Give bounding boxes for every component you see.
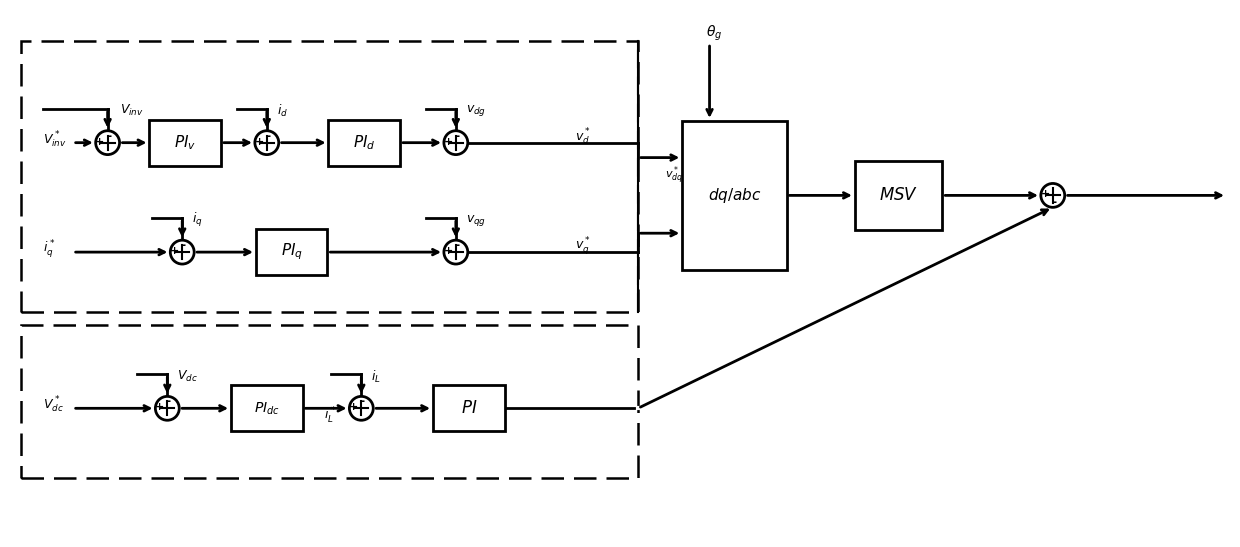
Bar (329, 120, 401, 166)
Text: $dq/abc$: $dq/abc$ (708, 186, 761, 205)
Text: $i_q^*$: $i_q^*$ (43, 238, 56, 260)
Bar (21, 41, 637, 312)
Text: -: - (181, 239, 186, 252)
Bar (21, 325, 637, 478)
Bar (682, 121, 786, 270)
Text: -: - (454, 239, 459, 252)
Circle shape (95, 131, 119, 155)
Text: -: - (360, 395, 365, 408)
Text: $V_{inv}$: $V_{inv}$ (119, 103, 144, 118)
Text: $PI_q$: $PI_q$ (280, 242, 303, 263)
Text: $PI_v$: $PI_v$ (174, 133, 196, 152)
Text: $V_{inv}^*$: $V_{inv}^*$ (43, 130, 67, 150)
Text: $PI$: $PI$ (460, 400, 477, 417)
Text: $i_d$: $i_d$ (277, 103, 288, 119)
Text: $i_q$: $i_q$ (192, 211, 203, 229)
Text: +: + (444, 246, 453, 256)
Text: $\theta_g$: $\theta_g$ (707, 24, 723, 43)
Text: $PI_{dc}$: $PI_{dc}$ (254, 400, 280, 416)
Text: +: + (155, 402, 164, 412)
Text: +: + (1040, 189, 1049, 200)
Text: $v_{qg}$: $v_{qg}$ (466, 213, 486, 228)
Text: -: - (1052, 196, 1056, 209)
Bar (231, 386, 303, 431)
Text: $v_q^*$: $v_q^*$ (575, 235, 591, 257)
Text: $v_{dg}$: $v_{dg}$ (466, 103, 486, 118)
Text: -: - (454, 130, 459, 143)
Bar (149, 120, 221, 166)
Circle shape (350, 397, 373, 420)
Circle shape (255, 131, 279, 155)
Text: $i_L$: $i_L$ (371, 369, 381, 385)
Text: $V_{dc}$: $V_{dc}$ (177, 369, 198, 384)
Text: +: + (254, 137, 264, 147)
Bar (433, 386, 505, 431)
Text: -: - (265, 130, 270, 143)
Circle shape (155, 397, 180, 420)
Circle shape (444, 131, 467, 155)
Text: $V_{dc}^*$: $V_{dc}^*$ (43, 395, 63, 416)
Bar (854, 161, 942, 230)
Text: $MSV$: $MSV$ (879, 187, 918, 204)
Text: +: + (444, 137, 453, 147)
Circle shape (1040, 183, 1065, 207)
Circle shape (170, 240, 195, 264)
Text: $i_L^*$: $i_L^*$ (324, 406, 336, 426)
Text: $v_{dq}^*$: $v_{dq}^*$ (665, 165, 683, 187)
Text: +: + (95, 137, 104, 147)
Text: -: - (166, 395, 171, 408)
Text: +: + (348, 402, 358, 412)
Text: +: + (170, 246, 179, 256)
Circle shape (444, 240, 467, 264)
Text: $v_d^*$: $v_d^*$ (575, 126, 591, 147)
Text: -: - (107, 130, 112, 143)
Bar (255, 229, 327, 275)
Text: $PI_d$: $PI_d$ (353, 133, 376, 152)
